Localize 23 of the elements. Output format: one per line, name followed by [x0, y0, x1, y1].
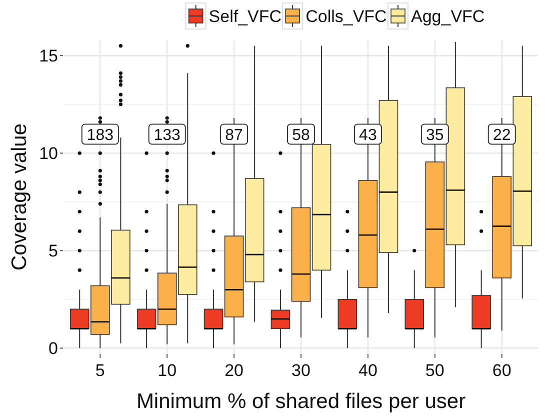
- annotation: 133: [154, 126, 181, 144]
- y-axis-title: Coverage value: [8, 123, 31, 271]
- x-tick-label: 10: [158, 361, 177, 380]
- legend-label: Self_VFC: [208, 7, 282, 26]
- y-tick-label: 15: [39, 46, 58, 66]
- legend-label: Agg_VFC: [411, 7, 485, 26]
- x-tick-label: 40: [358, 361, 378, 380]
- x-tick-label: 20: [224, 361, 244, 380]
- y-tick-label: 5: [48, 242, 58, 261]
- annotation: 22: [492, 126, 511, 144]
- annotation: 183: [86, 126, 114, 144]
- legend-label: Colls_VFC: [306, 7, 387, 26]
- x-tick-label: 30: [292, 361, 310, 380]
- x-tick-label: 60: [492, 361, 512, 380]
- annotation: 43: [359, 126, 377, 144]
- x-tick-label: 50: [425, 361, 444, 380]
- x-tick-label: 5: [95, 361, 105, 380]
- y-tick-label: 10: [39, 144, 58, 164]
- y-tick-label: 0: [48, 339, 58, 358]
- annotation: 58: [292, 126, 310, 144]
- annotation: 87: [225, 126, 244, 144]
- annotation: 35: [426, 126, 444, 144]
- x-axis-title: Minimum % of shared files per user: [136, 390, 466, 413]
